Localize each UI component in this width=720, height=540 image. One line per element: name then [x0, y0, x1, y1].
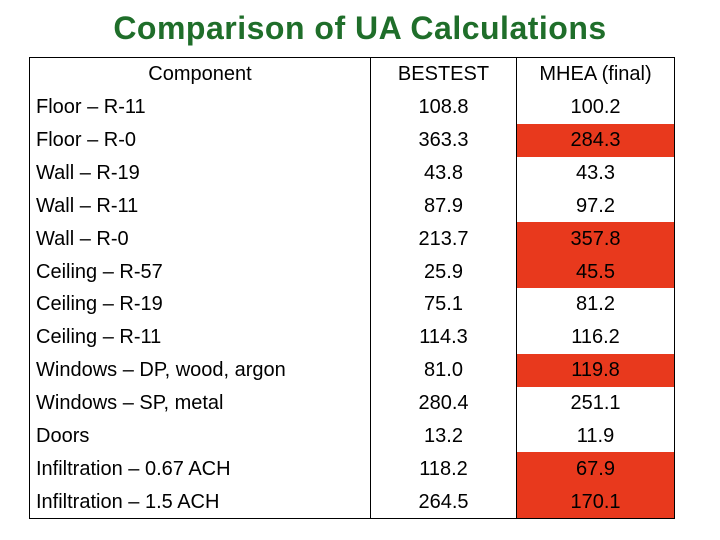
component-cell: Ceiling – R-57	[36, 260, 163, 283]
bestest-column: BESTEST 108.8 363.3 43.8 87.9 213.7 25.9 75.1 1…	[371, 58, 517, 518]
mhea-cell: 284.3	[517, 123, 674, 157]
bestest-cell: 213.7	[418, 227, 469, 250]
mhea-cell: 67.9	[517, 452, 674, 486]
bestest-cell: 114.3	[419, 326, 468, 349]
component-cell: Wall – R-0	[36, 227, 129, 250]
mhea-cell: 11.9	[576, 424, 615, 447]
mhea-cell: 357.8	[517, 222, 674, 256]
component-cell: Windows – DP, wood, argon	[36, 359, 286, 382]
mhea-cell: 116.2	[571, 326, 620, 349]
mhea-cell: 81.2	[576, 293, 615, 316]
bestest-cell: 75.1	[424, 293, 463, 316]
component-cell: Doors	[36, 424, 90, 447]
bestest-cell: 87.9	[424, 194, 463, 217]
bestest-cell: 363.3	[418, 129, 469, 152]
component-cell: Infiltration – 1.5 ACH	[36, 490, 220, 513]
component-cell: Ceiling – R-19	[36, 293, 163, 316]
mhea-cell: 119.8	[517, 353, 674, 387]
header-component: Component	[148, 63, 252, 86]
mhea-cell: 43.3	[576, 162, 615, 184]
bestest-cell: 118.2	[419, 457, 468, 480]
component-cell: Windows – SP, metal	[36, 392, 224, 415]
component-cell: Floor – R-0	[36, 129, 137, 152]
mhea-cell: 251.1	[570, 392, 621, 415]
ua-comparison-table: Component Floor – R-11 Floor – R-0 Wall – …	[29, 57, 675, 519]
bestest-cell: 43.8	[424, 162, 463, 184]
mhea-column: MHEA (final) 100.2 284.3 43.3 97.2 357.8 45.5…	[517, 58, 674, 519]
header-bestest: BESTEST	[397, 63, 490, 86]
bestest-cell: 264.5	[418, 490, 469, 513]
mhea-cell: 170.1	[517, 485, 674, 519]
bestest-cell: 13.2	[424, 424, 463, 447]
mhea-cell: 97.2	[576, 194, 615, 217]
bestest-cell: 280.4	[418, 392, 469, 415]
component-cell: Floor – R-11	[36, 96, 146, 119]
component-cell: Ceiling – R-11	[36, 326, 162, 349]
header-mhea: MHEA (final)	[539, 63, 652, 86]
page-title: Comparison of UA Calculations	[113, 10, 607, 46]
bestest-cell: 25.9	[424, 260, 463, 283]
component-cell: Wall – R-19	[36, 162, 140, 184]
component-cell: Infiltration – 0.67 ACH	[36, 457, 231, 480]
mhea-cell: 45.5	[517, 255, 674, 289]
bestest-cell: 81.0	[424, 359, 463, 382]
mhea-cell: 100.2	[570, 96, 621, 119]
component-column: Component Floor – R-11 Floor – R-0 Wall – …	[30, 58, 371, 518]
bestest-cell: 108.8	[418, 96, 469, 119]
component-cell: Wall – R-11	[36, 194, 139, 217]
